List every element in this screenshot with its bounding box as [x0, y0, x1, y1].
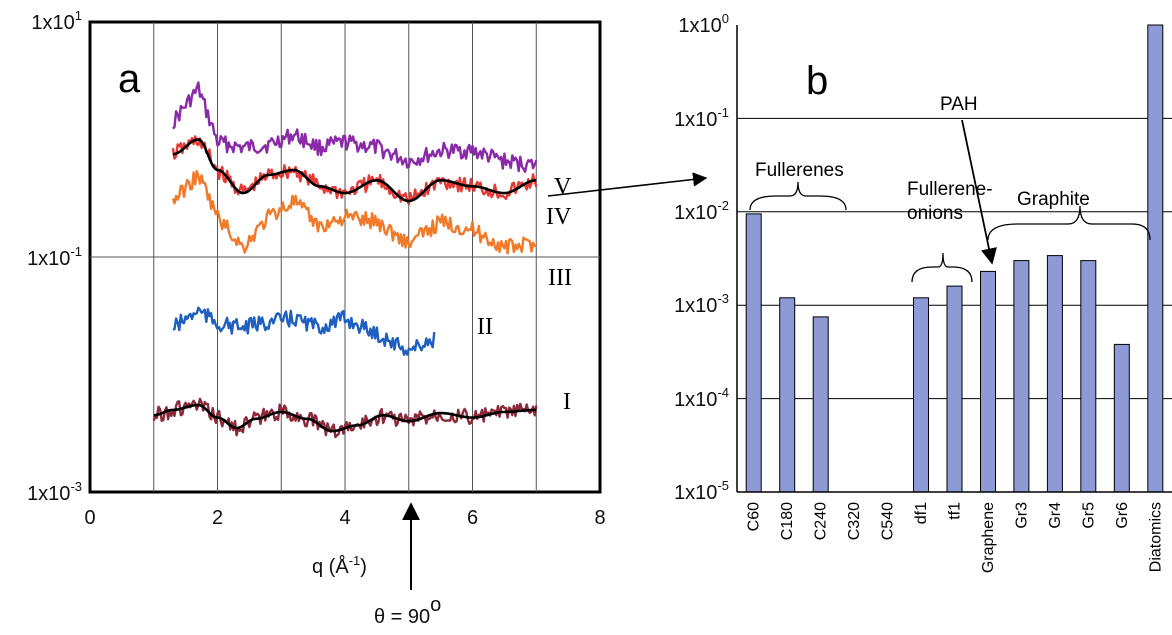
- bar-gr3: [1013, 260, 1030, 493]
- curve-label-v: V: [554, 174, 572, 200]
- panel-a-curves: [152, 81, 538, 439]
- b-ytick-label: 1x10-1: [674, 105, 729, 131]
- a-xtick-label: 2: [212, 507, 223, 529]
- curve-label-i: I: [563, 389, 571, 415]
- a-xtick-label: 6: [467, 507, 478, 529]
- category-label: C180: [779, 502, 796, 540]
- curve-label-ii: II: [477, 314, 493, 340]
- bar-gr6: [1113, 343, 1130, 493]
- panel-a-label: a: [118, 57, 141, 101]
- category-label: C240: [813, 502, 830, 540]
- b-ytick-label: 1x100: [678, 11, 729, 37]
- group-label-fullerenes: Fullerenes: [755, 160, 844, 181]
- curve-label-iv: IV: [546, 204, 572, 230]
- group-label-fullerene-onions-2: onions: [907, 203, 963, 224]
- panel-b: 1x100 1x10-1 1x10-2 1x10-3 1x10-4 1x10-5…: [674, 11, 1172, 573]
- category-label: C320: [846, 502, 863, 540]
- panel-b-bars: [745, 24, 1164, 493]
- group-label-pah: PAH: [940, 94, 978, 115]
- b-ytick-label: 1x10-5: [674, 478, 729, 504]
- bar-graphene: [980, 270, 996, 493]
- panel-a: 1x101 1x10-1 1x10-3 0 2 4 6 8 a V IV III…: [27, 8, 708, 628]
- a-ytick-label: 1x10-1: [27, 244, 82, 270]
- series-line-v: [172, 81, 538, 174]
- b-ytick-label: 1x10-4: [674, 385, 729, 411]
- panel-b-label: b: [806, 59, 828, 103]
- brace-fullerene-onions: [911, 252, 973, 283]
- connector-arrow: [547, 172, 708, 197]
- category-label: Gr6: [1114, 502, 1131, 529]
- a-xtick-label: 8: [594, 507, 605, 529]
- bar-df1: [913, 297, 929, 493]
- bar-c180: [779, 297, 796, 493]
- category-label: Graphene: [980, 502, 997, 573]
- brace-graphite: [987, 205, 1151, 241]
- category-label: Gr5: [1080, 502, 1097, 529]
- fit-line-iv: [172, 138, 537, 203]
- x-axis-label: q (Å-1): [312, 553, 367, 578]
- bar-gr4: [1046, 255, 1063, 493]
- group-label-graphite: Graphite: [1017, 189, 1090, 210]
- group-label-fullerene-onions-1: Fullerene-: [907, 179, 993, 200]
- category-label: C60: [746, 502, 763, 531]
- b-ytick-label: 1x10-2: [674, 198, 729, 224]
- series-line-i: [152, 397, 538, 439]
- bar-tf1: [946, 285, 963, 493]
- a-xtick-label: 4: [339, 507, 350, 529]
- a-ytick-label: 1x101: [31, 8, 82, 34]
- series-line-iii: [171, 169, 537, 255]
- pah-arrow: [961, 119, 997, 265]
- a-ytick-label: 1x10-3: [27, 479, 82, 505]
- bar-gr5: [1080, 260, 1097, 493]
- brace-fullerenes: [749, 181, 847, 211]
- category-label: tf1: [947, 502, 964, 520]
- curve-label-iii: III: [548, 265, 572, 291]
- b-ytick-label: 1x10-3: [674, 291, 729, 317]
- category-label: Diatomics: [1147, 502, 1164, 572]
- a-xtick-label: 0: [84, 507, 95, 529]
- category-label: Gr3: [1013, 502, 1030, 529]
- fit-line-i: [153, 403, 537, 433]
- bar-c60: [745, 213, 762, 493]
- bar-c240: [812, 316, 829, 493]
- category-label: C540: [880, 502, 897, 540]
- category-label: df1: [913, 502, 930, 524]
- category-label: Gr4: [1047, 502, 1064, 529]
- bar-diatomics: [1147, 24, 1164, 493]
- panel-a-grid: [90, 22, 600, 492]
- panel-b-category-labels: C60 C180 C240 C320 C540 df1 tf1 Graphene Gr3 Gr4 G…: [746, 502, 1165, 573]
- series-line-ii: [172, 306, 436, 356]
- theta-label: θ = 90o: [374, 594, 441, 628]
